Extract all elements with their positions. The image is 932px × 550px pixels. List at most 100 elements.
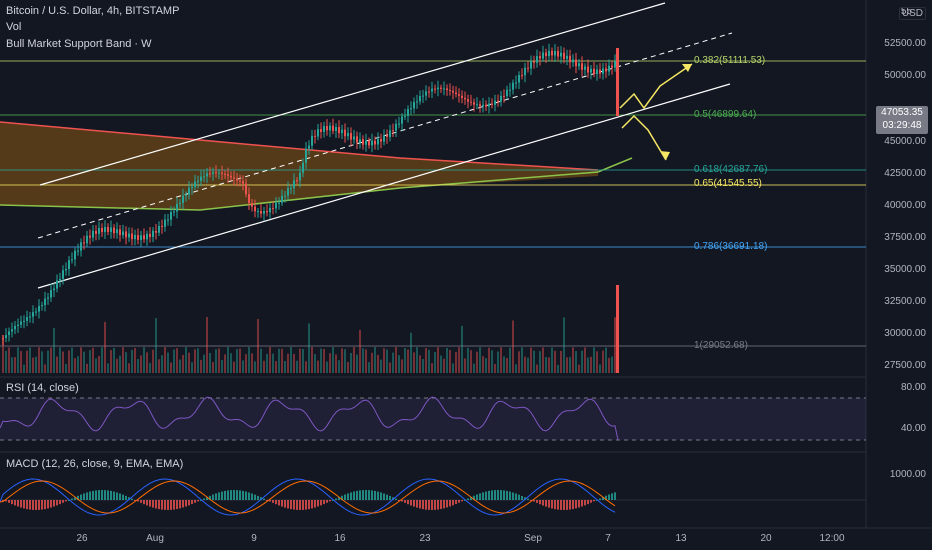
volume-bar bbox=[98, 355, 100, 373]
candle-body bbox=[236, 178, 238, 181]
candle-body bbox=[389, 130, 391, 137]
candle-body bbox=[392, 130, 394, 132]
candle-body bbox=[509, 89, 511, 91]
volume-bar bbox=[191, 362, 193, 373]
macd-histogram-bar bbox=[593, 500, 595, 502]
candle-body bbox=[203, 176, 205, 178]
candle-body bbox=[479, 104, 481, 107]
macd-histogram-bar bbox=[44, 500, 46, 510]
macd-histogram-bar bbox=[26, 500, 28, 510]
candle-body bbox=[155, 230, 157, 233]
candle-body bbox=[239, 180, 241, 182]
rsi-label[interactable]: RSI (14, close) bbox=[6, 382, 79, 394]
macd-histogram-bar bbox=[251, 493, 253, 500]
candle-body bbox=[74, 250, 76, 260]
macd-histogram-bar bbox=[80, 494, 82, 500]
macd-histogram-bar bbox=[74, 497, 76, 500]
volume-bar bbox=[170, 362, 172, 373]
macd-histogram-bar bbox=[320, 500, 322, 506]
price-tick: 50000.00 bbox=[884, 70, 926, 81]
macd-histogram-bar bbox=[59, 500, 61, 505]
macd-histogram-bar bbox=[392, 497, 394, 500]
volume-bar bbox=[485, 358, 487, 373]
support-band-fill bbox=[0, 122, 598, 210]
macd-histogram-bar bbox=[17, 500, 19, 507]
macd-histogram-bar bbox=[41, 500, 43, 510]
volume-bar bbox=[305, 361, 307, 373]
macd-histogram-bar bbox=[407, 500, 409, 505]
symbol-title[interactable]: Bitcoin / U.S. Dollar, 4h, BITSTAMP bbox=[6, 5, 180, 17]
volume-bar bbox=[155, 318, 157, 373]
macd-histogram-bar bbox=[299, 500, 301, 510]
macd-histogram-bar bbox=[239, 490, 241, 500]
macd-histogram-bar bbox=[425, 500, 427, 510]
macd-label[interactable]: MACD (12, 26, close, 9, EMA, EMA) bbox=[6, 458, 184, 470]
rsi-line bbox=[0, 396, 619, 441]
macd-histogram-bar bbox=[362, 490, 364, 500]
candle-body bbox=[143, 235, 145, 240]
candle-body bbox=[431, 88, 433, 92]
macd-histogram-bar bbox=[158, 500, 160, 510]
candle-body bbox=[536, 56, 538, 63]
volume-bar bbox=[200, 359, 202, 373]
candle-body bbox=[434, 88, 436, 90]
candle-body bbox=[122, 231, 124, 236]
volume-bar bbox=[455, 351, 457, 373]
volume-bar bbox=[404, 348, 406, 373]
macd-histogram-bar bbox=[263, 498, 265, 500]
volume-bar bbox=[38, 347, 40, 373]
price-tick: 40000.00 bbox=[884, 200, 926, 211]
volume-bar bbox=[284, 361, 286, 373]
macd-histogram-bar bbox=[68, 499, 70, 501]
candle-body bbox=[560, 52, 562, 57]
candle-body bbox=[80, 242, 82, 251]
macd-histogram-bar bbox=[200, 499, 202, 501]
macd-histogram-bar bbox=[518, 494, 520, 500]
volume-bar bbox=[14, 357, 16, 373]
macd-histogram-bar bbox=[398, 500, 400, 501]
macd-histogram-bar bbox=[608, 494, 610, 500]
volume-bar bbox=[518, 351, 520, 373]
fib-label-0618: 0.618(42687.76) bbox=[694, 164, 768, 175]
macd-histogram-bar bbox=[149, 500, 151, 507]
candle-body bbox=[356, 136, 358, 143]
candle-body bbox=[302, 162, 304, 173]
volume-bar bbox=[392, 352, 394, 373]
candle-body bbox=[56, 280, 58, 289]
volume-bar bbox=[65, 364, 67, 373]
volume-bar bbox=[476, 351, 478, 373]
candle-body bbox=[473, 102, 475, 105]
macd-histogram-bar bbox=[23, 500, 25, 509]
forecast-up-arrowhead bbox=[682, 64, 692, 72]
candle-body bbox=[404, 115, 406, 117]
macd-histogram-bar bbox=[257, 495, 259, 500]
candle-body bbox=[386, 135, 388, 137]
time-tick: Aug bbox=[146, 533, 164, 544]
currency-button[interactable]: USD bbox=[898, 7, 926, 20]
support-band-label[interactable]: Bull Market Support Band · W bbox=[6, 38, 152, 50]
macd-histogram-bar bbox=[413, 500, 415, 507]
candle-body bbox=[188, 188, 190, 195]
volume-indicator-label[interactable]: Vol bbox=[6, 21, 22, 33]
candle-body bbox=[275, 202, 277, 209]
volume-bar bbox=[314, 354, 316, 373]
macd-histogram-bar bbox=[206, 497, 208, 500]
candle-body bbox=[125, 231, 127, 238]
macd-histogram-bar bbox=[566, 500, 568, 510]
candle-body bbox=[518, 75, 520, 83]
volume-bar bbox=[383, 348, 385, 373]
macd-histogram-bar bbox=[332, 499, 334, 501]
candle-body bbox=[206, 173, 208, 177]
candle-body bbox=[152, 230, 154, 237]
macd-histogram-bar bbox=[185, 500, 187, 507]
candle-body bbox=[323, 126, 325, 132]
macd-histogram-bar bbox=[605, 495, 607, 500]
candle-body bbox=[128, 233, 130, 238]
candle-body bbox=[503, 95, 505, 97]
volume-bar bbox=[320, 348, 322, 373]
fib-label-0786: 0.786(36691.18) bbox=[694, 241, 768, 252]
volume-bar bbox=[560, 350, 562, 373]
volume-bar bbox=[557, 364, 559, 373]
volume-bar bbox=[398, 355, 400, 373]
